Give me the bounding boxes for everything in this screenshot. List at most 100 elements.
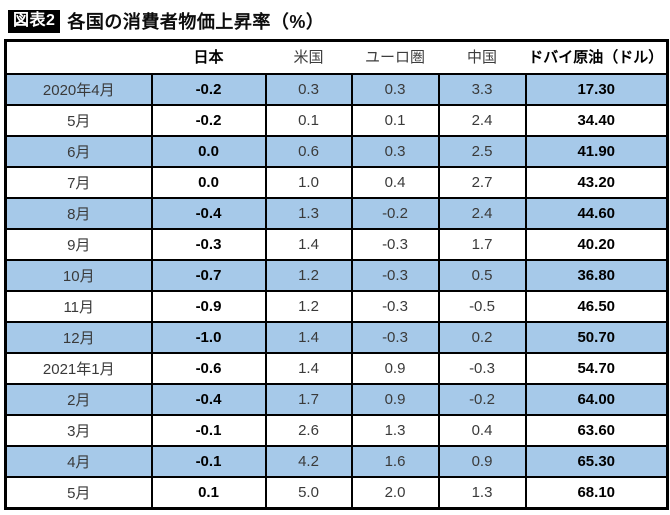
cell-japan: -1.0 xyxy=(150,321,267,354)
cell-euro: 0.9 xyxy=(350,352,440,385)
table-row: 3月 -0.1 2.6 1.3 0.4 63.60 xyxy=(4,414,669,447)
cell-month: 5月 xyxy=(4,476,153,510)
cell-us: 1.4 xyxy=(264,228,353,261)
table-row: 6月 0.0 0.6 0.3 2.5 41.90 xyxy=(4,135,669,168)
cell-month: 2021年1月 xyxy=(4,352,153,385)
cell-euro: -0.2 xyxy=(350,197,440,230)
cell-dubai: 46.50 xyxy=(524,290,669,323)
cell-us: 1.2 xyxy=(264,259,353,292)
cell-dubai: 36.80 xyxy=(524,259,669,292)
cell-us: 0.1 xyxy=(264,104,353,137)
cell-month: 2月 xyxy=(4,383,153,416)
table-row: 2020年4月 -0.2 0.3 0.3 3.3 17.30 xyxy=(4,73,669,106)
cell-japan: -0.2 xyxy=(150,104,267,137)
cell-china: -0.2 xyxy=(437,383,527,416)
column-header-japan: 日本 xyxy=(151,40,266,74)
cell-month: 2020年4月 xyxy=(4,73,153,106)
cell-dubai: 64.00 xyxy=(524,383,669,416)
cell-month: 8月 xyxy=(4,197,153,230)
cell-euro: 0.9 xyxy=(350,383,440,416)
cell-dubai: 54.70 xyxy=(524,352,669,385)
cell-japan: -0.2 xyxy=(150,73,267,106)
table-row: 5月 0.1 5.0 2.0 1.3 68.10 xyxy=(4,476,669,510)
cell-month: 11月 xyxy=(4,290,153,323)
cell-japan: -0.4 xyxy=(150,197,267,230)
cell-dubai: 50.70 xyxy=(524,321,669,354)
column-header-month xyxy=(5,40,152,74)
cell-japan: 0.0 xyxy=(150,166,267,199)
cell-china: 2.4 xyxy=(437,197,527,230)
cell-dubai: 34.40 xyxy=(524,104,669,137)
cell-us: 1.7 xyxy=(264,383,353,416)
cell-month: 5月 xyxy=(4,104,153,137)
table-row: 2021年1月 -0.6 1.4 0.9 -0.3 54.70 xyxy=(4,352,669,385)
column-header-us: 米国 xyxy=(265,40,352,74)
cell-japan: -0.1 xyxy=(150,414,267,447)
cell-euro: -0.3 xyxy=(350,259,440,292)
cell-month: 7月 xyxy=(4,166,153,199)
table-row: 4月 -0.1 4.2 1.6 0.9 65.30 xyxy=(4,445,669,478)
cell-japan: 0.0 xyxy=(150,135,267,168)
cell-us: 1.4 xyxy=(264,321,353,354)
cell-dubai: 68.10 xyxy=(524,476,669,510)
table-row: 8月 -0.4 1.3 -0.2 2.4 44.60 xyxy=(4,197,669,230)
cell-us: 1.3 xyxy=(264,197,353,230)
cell-euro: -0.3 xyxy=(350,290,440,323)
cell-china: 2.5 xyxy=(437,135,527,168)
figure-header: 図表2 各国の消費者物価上昇率（%） xyxy=(0,0,670,35)
cell-dubai: 65.30 xyxy=(524,445,669,478)
cell-japan: -0.7 xyxy=(150,259,267,292)
figure-badge: 図表2 xyxy=(8,9,61,33)
cell-china: -0.5 xyxy=(437,290,527,323)
table-row: 11月 -0.9 1.2 -0.3 -0.5 46.50 xyxy=(4,290,669,323)
table-row: 12月 -1.0 1.4 -0.3 0.2 50.70 xyxy=(4,321,669,354)
cell-us: 5.0 xyxy=(264,476,353,510)
cell-month: 10月 xyxy=(4,259,153,292)
cell-japan: -0.1 xyxy=(150,445,267,478)
table-row: 2月 -0.4 1.7 0.9 -0.2 64.00 xyxy=(4,383,669,416)
cell-dubai: 63.60 xyxy=(524,414,669,447)
cell-us: 0.6 xyxy=(264,135,353,168)
cell-euro: 2.0 xyxy=(350,476,440,510)
cell-month: 4月 xyxy=(4,445,153,478)
cell-us: 1.0 xyxy=(264,166,353,199)
cell-euro: -0.3 xyxy=(350,321,440,354)
cell-dubai: 41.90 xyxy=(524,135,669,168)
table-row: 10月 -0.7 1.2 -0.3 0.5 36.80 xyxy=(4,259,669,292)
column-header-dubai: ドバイ原油（ドル） xyxy=(525,40,668,74)
cell-us: 0.3 xyxy=(264,73,353,106)
cell-china: 0.5 xyxy=(437,259,527,292)
cell-japan: 0.1 xyxy=(150,476,267,510)
column-header-china: 中国 xyxy=(438,40,526,74)
cell-dubai: 17.30 xyxy=(524,73,669,106)
column-header-euro: ユーロ圏 xyxy=(351,40,439,74)
table-row: 9月 -0.3 1.4 -0.3 1.7 40.20 xyxy=(4,228,669,261)
inflation-table: 日本 米国 ユーロ圏 中国 ドバイ原油（ドル） 2020年4月 -0.2 0.3… xyxy=(4,39,669,510)
cell-us: 1.2 xyxy=(264,290,353,323)
cell-us: 2.6 xyxy=(264,414,353,447)
table-row: 7月 0.0 1.0 0.4 2.7 43.20 xyxy=(4,166,669,199)
cell-china: 1.3 xyxy=(437,476,527,510)
cell-euro: -0.3 xyxy=(350,228,440,261)
cell-china: 3.3 xyxy=(437,73,527,106)
cell-euro: 0.3 xyxy=(350,73,440,106)
table-row: 5月 -0.2 0.1 0.1 2.4 34.40 xyxy=(4,104,669,137)
cell-month: 6月 xyxy=(4,135,153,168)
cell-us: 1.4 xyxy=(264,352,353,385)
cell-dubai: 40.20 xyxy=(524,228,669,261)
cell-china: -0.3 xyxy=(437,352,527,385)
cell-month: 12月 xyxy=(4,321,153,354)
cell-china: 0.9 xyxy=(437,445,527,478)
cell-euro: 0.1 xyxy=(350,104,440,137)
cell-euro: 0.3 xyxy=(350,135,440,168)
cell-us: 4.2 xyxy=(264,445,353,478)
cell-euro: 1.3 xyxy=(350,414,440,447)
cell-china: 2.4 xyxy=(437,104,527,137)
cell-japan: -0.6 xyxy=(150,352,267,385)
cell-dubai: 43.20 xyxy=(524,166,669,199)
cell-euro: 1.6 xyxy=(350,445,440,478)
cell-china: 0.4 xyxy=(437,414,527,447)
cell-month: 3月 xyxy=(4,414,153,447)
cell-japan: -0.4 xyxy=(150,383,267,416)
cell-japan: -0.9 xyxy=(150,290,267,323)
